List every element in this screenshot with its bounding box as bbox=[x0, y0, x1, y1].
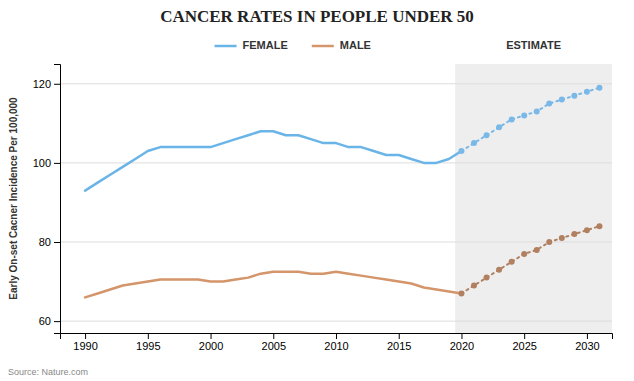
legend-label: FEMALE bbox=[243, 39, 288, 51]
legend-swatch bbox=[312, 45, 334, 48]
tick-mark bbox=[399, 333, 400, 339]
source: Source: Nature.com bbox=[8, 367, 88, 377]
axis-line bbox=[61, 334, 613, 340]
point bbox=[584, 89, 590, 95]
tick: 2000 bbox=[199, 333, 223, 352]
tick: 2010 bbox=[324, 333, 348, 352]
point bbox=[484, 132, 490, 138]
estimate-label: ESTIMATE bbox=[506, 39, 561, 51]
grid bbox=[60, 84, 612, 321]
grid-line bbox=[60, 162, 612, 163]
tick: 80 bbox=[39, 236, 60, 248]
title: CANCER RATES IN PEOPLE UNDER 50 bbox=[160, 7, 474, 26]
point bbox=[496, 124, 502, 130]
y-axis: 60 80 100 120 bbox=[33, 65, 61, 334]
tick-label: 80 bbox=[39, 236, 51, 248]
series-markers bbox=[458, 85, 602, 154]
tick-label: 2015 bbox=[387, 340, 411, 352]
tick: 2025 bbox=[512, 333, 536, 352]
tick-mark bbox=[54, 84, 60, 85]
point bbox=[534, 108, 540, 114]
tick-label: 120 bbox=[33, 78, 51, 90]
x-axis: 1990 1995 2000 2005 2010 2015 2020 2025 2030 bbox=[61, 333, 613, 352]
grid-line bbox=[60, 83, 612, 84]
legend-item: FEMALE bbox=[215, 39, 288, 51]
tick-mark bbox=[336, 333, 337, 339]
tick-mark bbox=[273, 333, 274, 339]
point bbox=[496, 267, 502, 273]
point bbox=[471, 283, 477, 289]
tick-mark bbox=[211, 333, 212, 339]
estimate-region bbox=[455, 64, 612, 333]
tick-label: 1990 bbox=[73, 340, 97, 352]
chart: 1990 1995 2000 2005 2010 2015 2020 2025 2030 60 80… bbox=[0, 0, 634, 381]
tick-label: 2000 bbox=[199, 340, 223, 352]
point bbox=[571, 93, 577, 99]
tick-mark bbox=[524, 333, 525, 339]
point bbox=[546, 101, 552, 107]
point bbox=[521, 251, 527, 257]
tick: 120 bbox=[33, 78, 60, 90]
series-line bbox=[461, 226, 599, 293]
series-markers bbox=[458, 223, 602, 296]
point bbox=[534, 247, 540, 253]
y-axis-title: Early On-set Cacner Incidence Per 100,00… bbox=[8, 97, 19, 300]
series-line bbox=[85, 131, 461, 190]
tick: 2030 bbox=[575, 333, 599, 352]
tick-label: 1995 bbox=[136, 340, 160, 352]
series-line bbox=[85, 272, 461, 298]
tick: 2015 bbox=[387, 333, 411, 352]
point bbox=[509, 116, 515, 122]
grid-line bbox=[60, 321, 612, 322]
tick: 2005 bbox=[262, 333, 286, 352]
point bbox=[458, 290, 464, 296]
tick-mark bbox=[85, 333, 86, 339]
point bbox=[571, 231, 577, 237]
tick: 1995 bbox=[136, 333, 160, 352]
point bbox=[521, 112, 527, 118]
tick-mark bbox=[587, 333, 588, 339]
tick: 1990 bbox=[73, 333, 97, 352]
tick-mark bbox=[54, 163, 60, 164]
tick-mark bbox=[148, 333, 149, 339]
point bbox=[509, 259, 515, 265]
tick-label: 100 bbox=[33, 157, 51, 169]
legend: FEMALE MALE bbox=[215, 39, 371, 51]
legend-swatch bbox=[215, 45, 237, 48]
legend-item: MALE bbox=[312, 39, 371, 51]
point bbox=[584, 227, 590, 233]
tick: 2020 bbox=[450, 333, 474, 352]
tick-label: 60 bbox=[39, 315, 51, 327]
axis-line bbox=[54, 65, 61, 334]
point bbox=[484, 275, 490, 281]
point bbox=[596, 223, 602, 229]
chart-container: 1990 1995 2000 2005 2010 2015 2020 2025 2030 60 80… bbox=[0, 0, 634, 381]
tick-label: 2020 bbox=[450, 340, 474, 352]
tick: 60 bbox=[39, 315, 60, 327]
tick-mark bbox=[54, 321, 60, 322]
tick-mark bbox=[54, 242, 60, 243]
point bbox=[546, 239, 552, 245]
point bbox=[559, 97, 565, 103]
plot-area bbox=[60, 64, 612, 333]
tick-label: 2010 bbox=[324, 340, 348, 352]
tick-label: 2025 bbox=[512, 340, 536, 352]
tick-label: 2030 bbox=[575, 340, 599, 352]
tick: 100 bbox=[33, 157, 60, 169]
tick-label: 2005 bbox=[262, 340, 286, 352]
legend-label: MALE bbox=[340, 39, 371, 51]
series-line bbox=[461, 88, 599, 151]
point bbox=[458, 148, 464, 154]
point bbox=[596, 85, 602, 91]
point bbox=[559, 235, 565, 241]
point bbox=[471, 140, 477, 146]
grid-line bbox=[60, 242, 612, 243]
tick-mark bbox=[461, 333, 462, 339]
